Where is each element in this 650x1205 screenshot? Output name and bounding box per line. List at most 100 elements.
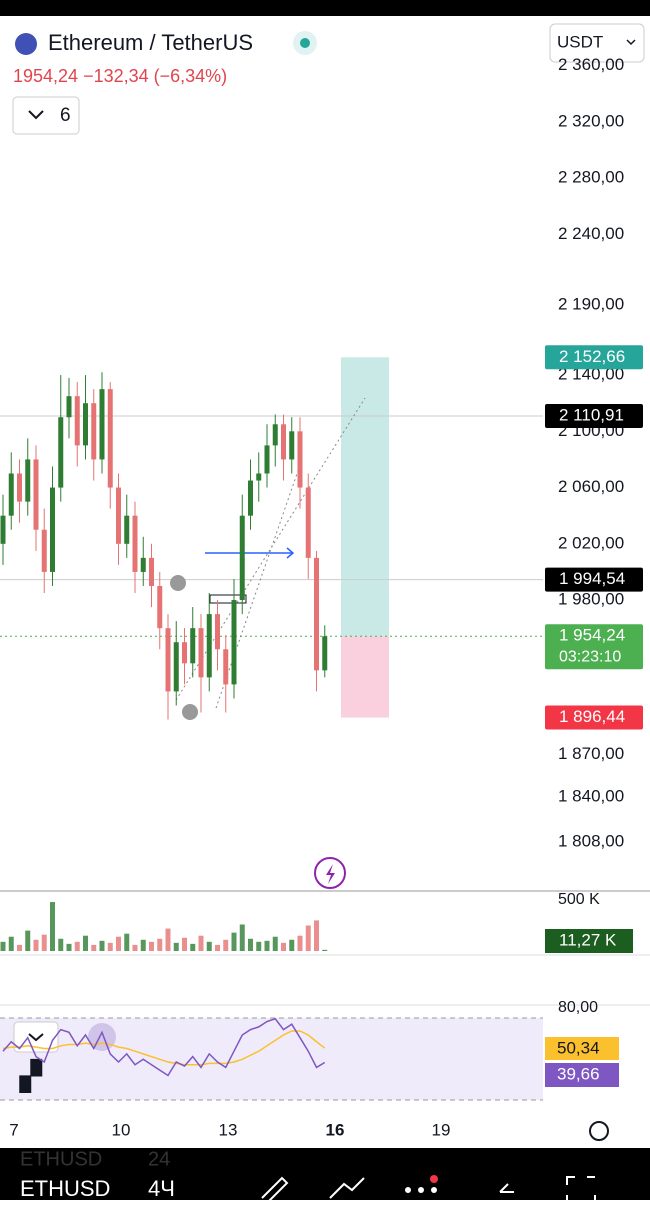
price-badge: 1 896,44 [559,707,625,726]
caret [626,39,636,46]
settings-icon[interactable] [589,1121,609,1141]
candle-body [272,424,278,446]
market-dot [300,38,310,48]
y-tick-label: 1 840,00 [558,786,624,805]
x-tick-label: 19 [432,1120,451,1139]
candle-body [289,431,295,460]
volume-bar [91,944,97,951]
box [209,594,247,604]
indicators-toggle[interactable] [12,96,80,135]
volume-bar [17,944,22,951]
candle-body [66,396,72,418]
volume-bar [223,939,229,951]
price-badge-bg [545,567,643,592]
price-badge-bg [545,705,643,730]
x-tick-label: 7 [9,1120,18,1139]
rsi-line [2,1017,326,1077]
volume-bar [272,936,278,951]
bottom-interval[interactable]: 4Ч [148,1176,175,1201]
y-tick-label: 2 020,00 [558,533,624,552]
collapse-button[interactable] [13,1021,59,1053]
y-tick-label: 1 808,00 [558,831,624,850]
undo-icon[interactable] [499,1183,514,1193]
candle-body [297,431,303,488]
candle-body [116,487,121,544]
bottom-bar [0,1148,650,1200]
volume-bar [190,943,196,951]
stop-zone [341,636,389,718]
y-tick-label: 2 140,00 [558,365,624,384]
candle-body [165,628,171,692]
candle-body [50,487,55,572]
volume-bar [256,941,262,951]
volume-bar [206,941,212,951]
draw-icon[interactable] [261,1176,289,1204]
candle-body [33,459,39,530]
volume-bar [173,942,179,951]
candle-body [17,473,22,502]
y-tick-label: 2 360,00 [558,55,624,74]
candle-body [91,403,97,460]
countdown: 03:23:10 [559,648,621,665]
candle-body [8,473,14,516]
candle-body [132,515,138,572]
volume-bar [140,939,146,951]
candle-body [256,473,262,481]
candle-body [314,557,319,671]
candle-body [99,389,105,460]
candle-body [58,417,64,488]
candle-body [41,529,47,572]
rsi-ma-label: 50,34 [557,1038,600,1057]
ghost-interval: 24 [148,1148,170,1170]
last-price-badge-bg [545,624,643,670]
y-tick-label: 1 870,00 [558,744,624,763]
y-tick-label: 2 240,00 [558,224,624,243]
candle-body [281,424,286,460]
price-badge: 2 110,91 [559,405,624,424]
volume-bar [0,941,6,951]
more-icon[interactable] [405,1175,438,1193]
candle-body [215,614,220,650]
candle-body [0,515,6,544]
bottom-symbol[interactable]: ETHUSD [20,1176,110,1201]
volume-bar [99,940,105,951]
candle-body [182,642,187,664]
volume-bar [182,937,187,951]
candle-body [305,487,311,558]
candle-body [149,557,154,586]
y-tick-label: 2 190,00 [558,294,624,313]
candle-body [173,642,179,692]
rsi-band [0,1018,543,1100]
volume-bar [116,936,121,951]
volume-label: 11,27 K [559,930,617,949]
alert-icon [182,704,198,720]
candle-body [83,403,88,446]
volume-bar [248,938,253,951]
y-tick-label: 2 060,00 [558,477,624,496]
rsi-label: 39,66 [557,1064,600,1083]
tools-icon[interactable] [329,1177,365,1199]
candle-body [25,459,31,502]
symbol-title: Ethereum / TetherUS [48,30,253,55]
currency-select[interactable] [549,23,645,63]
price-badge-bg [545,403,643,428]
volume-bar [157,938,163,951]
volume-bar [264,940,270,951]
volume-badge [545,929,633,953]
last-price-badge: 1 954,24 [559,626,625,645]
candle-body [239,515,245,601]
volume-bar [8,936,14,951]
price-badge: 1 994,54 [559,569,625,588]
fullscreen-icon[interactable] [566,1176,596,1200]
x-tick-label: 13 [219,1120,238,1139]
trend-line [175,397,366,701]
volume-bar [58,938,64,951]
alert-icon [170,575,186,591]
volume-bar [33,939,39,951]
volume-bar [289,939,295,951]
volume-bar [231,932,237,951]
volume-bar [322,949,328,951]
volume-bar [124,933,130,951]
tv-logo: ▞ [19,1057,43,1093]
